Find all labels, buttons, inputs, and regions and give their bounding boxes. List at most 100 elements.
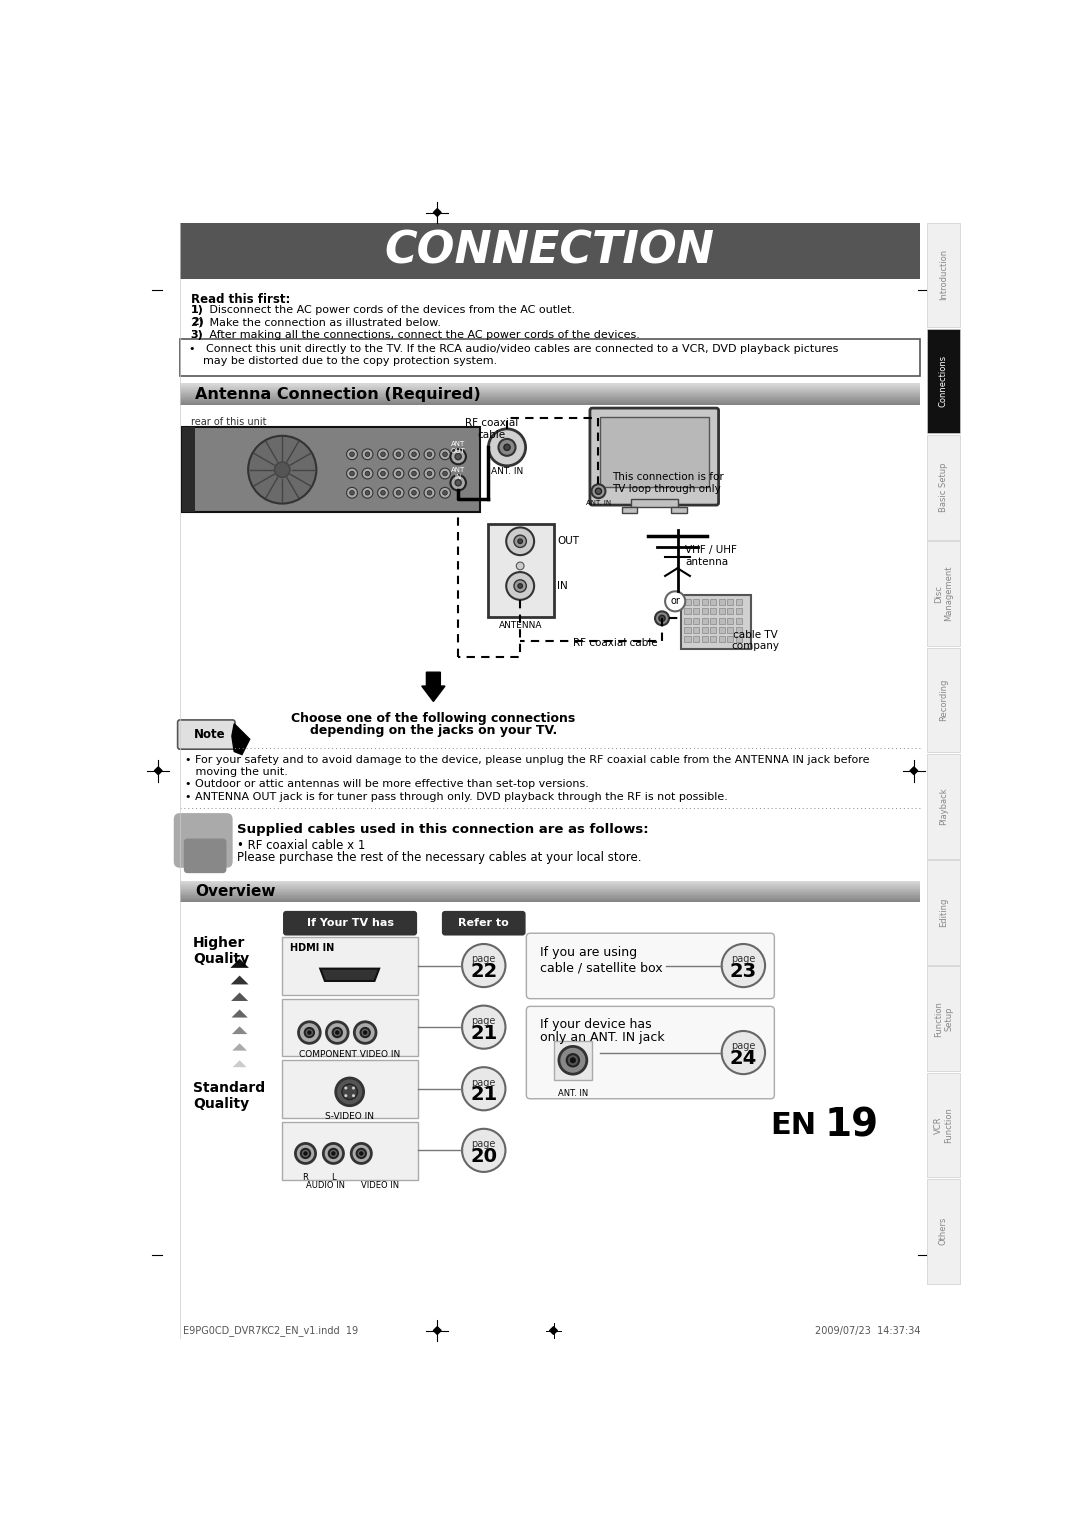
Text: or: or bbox=[671, 597, 680, 606]
Bar bbox=[735, 599, 742, 605]
Bar bbox=[702, 626, 707, 632]
Text: 3)  After making all the connections, connect the AC power cords of the devices.: 3) After making all the connections, con… bbox=[191, 330, 639, 339]
Circle shape bbox=[365, 452, 369, 457]
Circle shape bbox=[380, 472, 386, 476]
Bar bbox=[681, 596, 751, 649]
Circle shape bbox=[443, 490, 447, 495]
Bar bbox=[282, 999, 418, 1057]
FancyBboxPatch shape bbox=[184, 838, 227, 873]
Bar bbox=[488, 524, 554, 617]
Bar bbox=[927, 1179, 960, 1284]
Circle shape bbox=[354, 1022, 376, 1043]
Bar bbox=[693, 617, 699, 623]
FancyBboxPatch shape bbox=[442, 912, 526, 936]
Circle shape bbox=[393, 469, 404, 479]
Bar bbox=[180, 223, 920, 279]
Bar bbox=[735, 617, 742, 623]
Circle shape bbox=[362, 449, 373, 460]
Circle shape bbox=[347, 449, 357, 460]
Text: VCR
Function: VCR Function bbox=[933, 1107, 953, 1142]
Bar bbox=[693, 608, 699, 614]
Circle shape bbox=[323, 1144, 343, 1164]
Circle shape bbox=[345, 1087, 348, 1090]
Text: OUT: OUT bbox=[557, 536, 579, 547]
Circle shape bbox=[455, 479, 461, 486]
Circle shape bbox=[361, 1028, 369, 1037]
Circle shape bbox=[352, 1087, 355, 1090]
Bar bbox=[282, 938, 418, 994]
Bar bbox=[727, 617, 733, 623]
Text: If your device has: If your device has bbox=[540, 1017, 651, 1031]
Text: Recording: Recording bbox=[939, 678, 948, 721]
FancyBboxPatch shape bbox=[526, 1006, 774, 1099]
Circle shape bbox=[424, 487, 435, 498]
Text: only an ANT. IN jack: only an ANT. IN jack bbox=[540, 1031, 664, 1044]
Circle shape bbox=[440, 449, 450, 460]
Circle shape bbox=[364, 1031, 367, 1034]
Text: CONNECTION: CONNECTION bbox=[384, 229, 715, 272]
FancyBboxPatch shape bbox=[283, 912, 417, 936]
Text: Higher
Quality: Higher Quality bbox=[193, 936, 249, 965]
Bar bbox=[735, 626, 742, 632]
Text: L: L bbox=[332, 1173, 336, 1182]
Bar bbox=[718, 637, 725, 643]
Text: Function
Setup: Function Setup bbox=[933, 1000, 953, 1037]
Polygon shape bbox=[232, 1026, 247, 1034]
Text: AUDIO IN: AUDIO IN bbox=[306, 1182, 345, 1190]
Polygon shape bbox=[550, 1327, 557, 1335]
Text: Others: Others bbox=[939, 1217, 948, 1246]
Circle shape bbox=[408, 487, 419, 498]
Circle shape bbox=[248, 435, 316, 504]
Text: ANT. IN: ANT. IN bbox=[585, 499, 611, 505]
Circle shape bbox=[365, 472, 369, 476]
Text: 2): 2) bbox=[191, 318, 204, 327]
Circle shape bbox=[298, 1022, 321, 1043]
Text: E9PG0CD_DVR7KC2_EN_v1.indd  19: E9PG0CD_DVR7KC2_EN_v1.indd 19 bbox=[183, 1325, 359, 1336]
Circle shape bbox=[301, 1148, 310, 1157]
Text: R: R bbox=[302, 1173, 309, 1182]
Circle shape bbox=[350, 452, 354, 457]
Circle shape bbox=[440, 487, 450, 498]
Text: Note: Note bbox=[194, 728, 226, 741]
Text: COMPONENT VIDEO IN: COMPONENT VIDEO IN bbox=[299, 1051, 401, 1060]
Text: 21: 21 bbox=[470, 1023, 498, 1043]
Circle shape bbox=[380, 452, 386, 457]
Circle shape bbox=[326, 1022, 348, 1043]
Bar bbox=[181, 428, 195, 512]
Bar bbox=[727, 608, 733, 614]
Circle shape bbox=[380, 490, 386, 495]
Bar bbox=[927, 754, 960, 858]
Text: RF coaxial cable: RF coaxial cable bbox=[573, 638, 658, 647]
Bar bbox=[927, 435, 960, 539]
Circle shape bbox=[411, 452, 416, 457]
Circle shape bbox=[455, 454, 461, 460]
Circle shape bbox=[659, 615, 665, 621]
Bar bbox=[718, 608, 725, 614]
Text: • ANTENNA OUT jack is for tuner pass through only. DVD playback through the RF i: • ANTENNA OUT jack is for tuner pass thr… bbox=[186, 791, 728, 802]
Text: page: page bbox=[472, 954, 496, 965]
Text: 20: 20 bbox=[470, 1147, 497, 1167]
Circle shape bbox=[378, 449, 389, 460]
Bar bbox=[693, 626, 699, 632]
Circle shape bbox=[362, 487, 373, 498]
Bar bbox=[672, 507, 687, 513]
Text: Please purchase the rest of the necessary cables at your local store.: Please purchase the rest of the necessar… bbox=[238, 851, 642, 864]
Text: 2009/07/23  14:37:34: 2009/07/23 14:37:34 bbox=[814, 1325, 920, 1336]
Circle shape bbox=[665, 591, 685, 611]
Bar bbox=[710, 637, 716, 643]
Polygon shape bbox=[230, 959, 248, 968]
Text: • Outdoor or attic antennas will be more effective than set-top versions.: • Outdoor or attic antennas will be more… bbox=[186, 779, 590, 789]
Bar bbox=[927, 967, 960, 1070]
Circle shape bbox=[514, 534, 526, 548]
Bar bbox=[702, 599, 707, 605]
Circle shape bbox=[408, 469, 419, 479]
Polygon shape bbox=[232, 1043, 247, 1051]
FancyArrow shape bbox=[422, 672, 445, 701]
Circle shape bbox=[517, 583, 523, 588]
Bar bbox=[710, 599, 716, 605]
Circle shape bbox=[411, 472, 416, 476]
FancyBboxPatch shape bbox=[590, 408, 718, 505]
Polygon shape bbox=[321, 968, 379, 980]
Text: VHF / UHF
antenna: VHF / UHF antenna bbox=[685, 545, 738, 567]
Bar bbox=[718, 626, 725, 632]
